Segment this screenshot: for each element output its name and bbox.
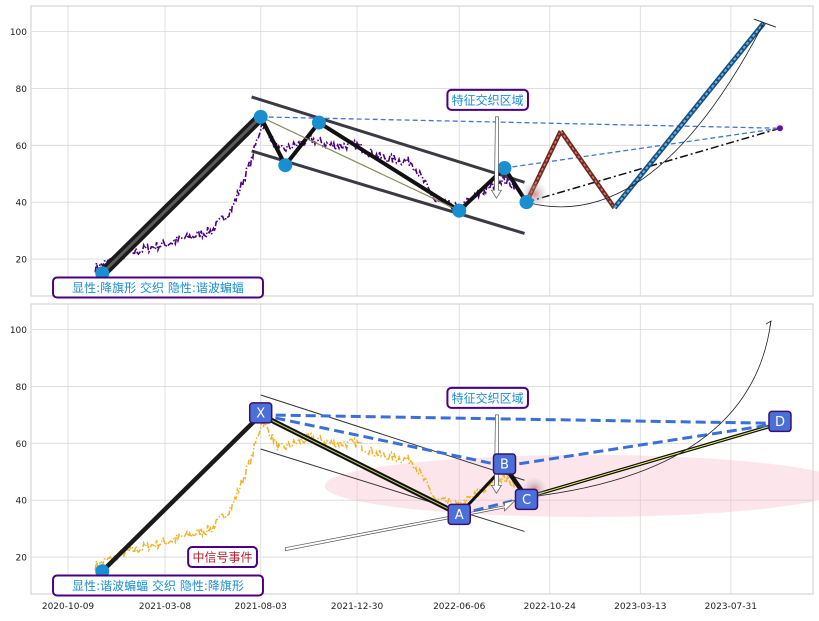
- pivot-point: [311, 115, 326, 130]
- zigzag-leg: [283, 121, 321, 167]
- annotation-box: 显性:降旗形 交织 隐性:谐波蝙蝠: [52, 276, 264, 299]
- x-tick-label: 2021-03-08: [139, 602, 192, 612]
- annotation-frame: [52, 276, 264, 299]
- x-tick-label: 2022-10-24: [524, 602, 577, 612]
- pattern-label-text: C: [522, 493, 531, 508]
- projection-curve: [526, 321, 772, 498]
- harmonic-dashed-line: [458, 495, 527, 516]
- price-series: [94, 419, 517, 571]
- pivot-point: [452, 203, 467, 218]
- panel-bottom: 20 40 60 80 100 2020-10-09 2021-03-08 2021-08-0…: [10, 303, 819, 612]
- channel-line: [251, 95, 525, 184]
- target-dashdot-line: [526, 127, 781, 203]
- impulse-leg: [100, 413, 263, 573]
- pattern-label-x: X: [248, 402, 273, 424]
- annotation-frame: [52, 574, 264, 597]
- target-dashed-line-2: [504, 127, 781, 169]
- annotation-box: 特征交织区域: [446, 88, 529, 111]
- annotation-text: 特征交织区域: [452, 92, 524, 107]
- y-tick-label: 40: [16, 497, 28, 507]
- pattern-label-box: [447, 503, 471, 526]
- annotation-box: 特征交织区域: [446, 386, 529, 409]
- x-tick-label: 2020-10-09: [42, 602, 95, 612]
- plot-area: [30, 303, 814, 595]
- pivot-point: [278, 158, 293, 173]
- harmonic-dashed-line: [260, 413, 505, 468]
- annotation-text: 特征交织区域: [452, 390, 524, 405]
- annotation-text: 显性:谐波蝙蝠 交织 隐性:降旗形: [72, 578, 244, 593]
- y-tick-label: 40: [16, 199, 28, 209]
- y-tick-label: 80: [16, 383, 28, 393]
- projection-curve: [526, 22, 765, 208]
- x-tick-label: 2021-08-03: [235, 602, 287, 612]
- pattern-label-text: D: [775, 415, 785, 430]
- cd-leg-core: [526, 422, 781, 498]
- x-tick-label: 2023-07-31: [705, 602, 757, 612]
- pivot-point: [497, 161, 512, 176]
- pattern-label-box: [768, 410, 792, 433]
- channel-line: [260, 394, 525, 481]
- x-tick-label: 2023-03-13: [614, 602, 666, 612]
- xa-leg-core: [260, 414, 460, 515]
- y-tick-label: 100: [10, 326, 27, 336]
- x-tick-label: 2021-12-30: [331, 602, 384, 612]
- annotation-text: 显性:降旗形 交织 隐性:谐波蝙蝠: [72, 280, 244, 295]
- impulse-leg-core: [101, 115, 262, 275]
- zigzag-leg: [317, 120, 461, 213]
- annotation-box: 显性:谐波蝙蝠 交织 隐性:降旗形: [52, 574, 264, 597]
- y-tick-label: 60: [16, 440, 28, 450]
- zigzag-leg: [258, 115, 288, 167]
- channel-line: [260, 448, 525, 532]
- x-tick-label: 2022-06-06: [433, 602, 486, 612]
- y-tick-label: 80: [16, 85, 28, 95]
- pattern-label-b: B: [492, 453, 517, 475]
- pattern-label-box: [514, 488, 539, 511]
- annotation-text: 中信号事件: [193, 550, 253, 565]
- event-arrow: [284, 499, 517, 552]
- projection-arrowhead: [765, 320, 772, 328]
- harmonic-dashed-line: [504, 421, 781, 468]
- annotation-frame: [446, 386, 529, 409]
- y-tick-label: 60: [16, 142, 28, 152]
- pattern-label-text: X: [256, 406, 265, 421]
- olive-leg: [260, 116, 460, 212]
- annotation-frame: [446, 88, 529, 111]
- harmonic-dashed-line: [260, 413, 781, 425]
- y-tick-label: 20: [16, 256, 28, 266]
- pattern-label-c: C: [514, 488, 539, 511]
- y-tick-label: 100: [10, 28, 27, 38]
- y-tick-label: 20: [16, 554, 28, 564]
- target-dashed-line: [260, 116, 780, 129]
- channel-line: [251, 149, 525, 235]
- annotation-box: 中信号事件: [187, 546, 258, 569]
- pattern-label-a: A: [447, 503, 471, 526]
- pattern-label-box: [492, 453, 517, 475]
- target-dot: [776, 125, 783, 132]
- pattern-label-box: [248, 402, 273, 424]
- annotation-arrow: [490, 116, 503, 199]
- pattern-label-text: B: [500, 458, 509, 473]
- pattern-label-d: D: [768, 410, 792, 433]
- pivot-point: [253, 109, 268, 124]
- forecast-red-leg-core: [560, 130, 616, 209]
- forecast-red-leg-core: [525, 130, 562, 203]
- forecast-blue-leg: [612, 21, 766, 210]
- pivot-point: [519, 195, 534, 210]
- forecast-tick: [753, 18, 776, 28]
- pattern-label-text: A: [455, 508, 464, 523]
- annotation-frame: [187, 546, 258, 569]
